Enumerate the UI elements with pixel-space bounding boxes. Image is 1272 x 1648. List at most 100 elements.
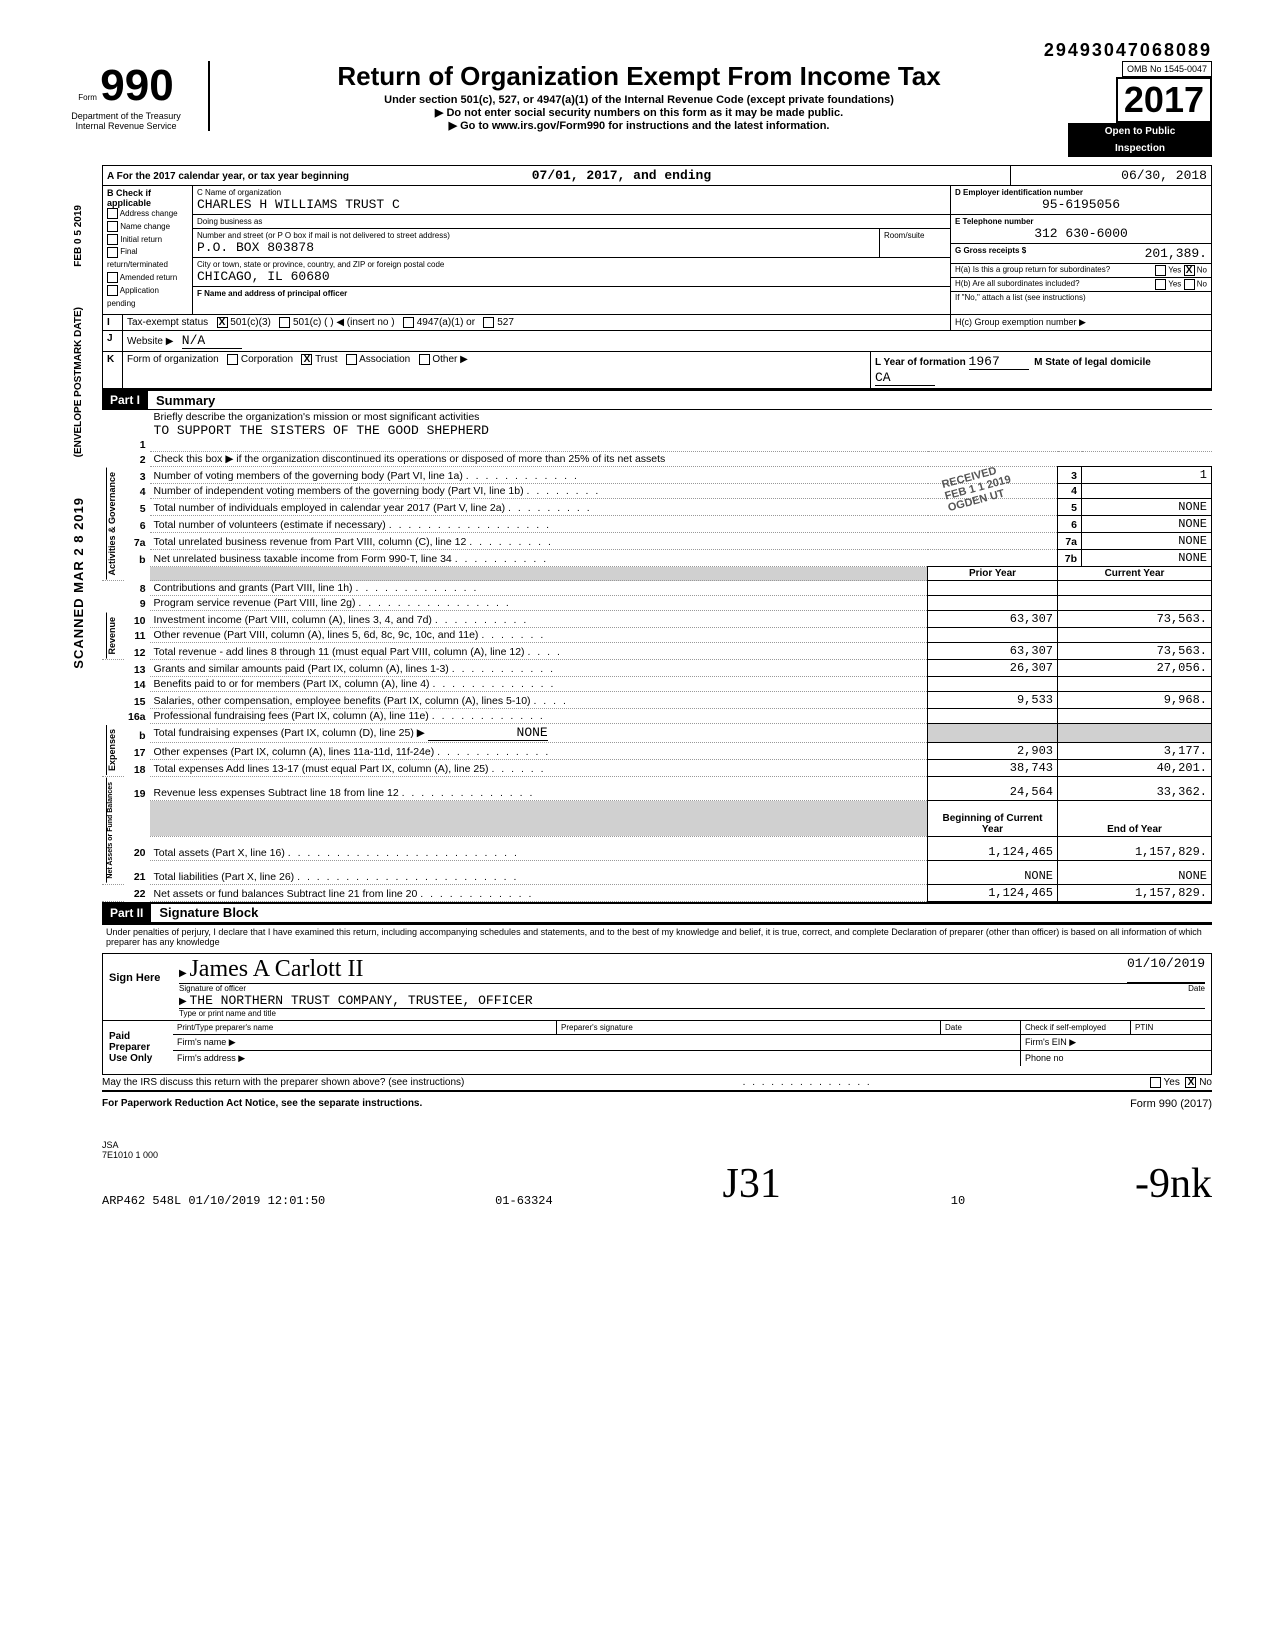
h-a-no[interactable]: X <box>1184 265 1195 276</box>
l-label: L Year of formation <box>875 357 966 368</box>
check-amended[interactable] <box>107 272 118 283</box>
c17: 3,177. <box>1058 743 1212 760</box>
form-subtitle-2: ▶ Do not enter social security numbers o… <box>230 106 1048 119</box>
a5: NONE <box>1082 499 1212 516</box>
label-527: 527 <box>497 317 514 328</box>
c15: 9,968. <box>1058 692 1212 709</box>
document-id: 29493047068089 <box>1044 40 1212 60</box>
q9-label: Program service revenue (Part VIII, line… <box>154 597 356 609</box>
a4 <box>1082 484 1212 499</box>
city: CHICAGO, IL 60680 <box>197 269 946 284</box>
check-527[interactable] <box>483 317 494 328</box>
summary-table: Activities & Governance 1 Briefly descri… <box>102 410 1212 902</box>
check-initial[interactable] <box>107 234 118 245</box>
label-501c: 501(c) ( <box>293 317 327 328</box>
a3: 1 <box>1082 467 1212 484</box>
check-assoc[interactable] <box>346 354 357 365</box>
check-other[interactable] <box>419 354 430 365</box>
q17-label: Other expenses (Part IX, column (A), lin… <box>154 746 435 758</box>
phone-no-label: Phone no <box>1021 1051 1211 1066</box>
check-address[interactable] <box>107 208 118 219</box>
k-label: Form of organization <box>127 354 219 365</box>
p15: 9,533 <box>928 692 1058 709</box>
c18: 40,201. <box>1058 760 1212 777</box>
no-label-2: No <box>1197 280 1207 289</box>
check-trust[interactable]: X <box>301 354 312 365</box>
q4-label: Number of independent voting members of … <box>154 485 524 497</box>
city-label: City or town, state or province, country… <box>197 260 946 269</box>
p21: NONE <box>928 860 1058 884</box>
q16b-label: Total fundraising expenses (Part IX, col… <box>154 727 425 739</box>
inspection-label: Inspection <box>1068 140 1212 157</box>
label-assoc: Association <box>359 354 410 365</box>
check-corp[interactable] <box>227 354 238 365</box>
h-c-label: H(c) Group exemption number ▶ <box>951 315 1211 330</box>
c19: 33,362. <box>1058 777 1212 801</box>
check-501c[interactable] <box>279 317 290 328</box>
q16a-label: Professional fundraising fees (Part IX, … <box>154 710 429 722</box>
q2-label: Check this box ▶ if the organization dis… <box>154 453 666 465</box>
officer-signature: James A Carlott II <box>189 956 363 982</box>
p19: 24,564 <box>928 777 1058 801</box>
q5-label: Total number of individuals employed in … <box>154 502 506 514</box>
c20: 1,157,829. <box>1058 836 1212 860</box>
part-2-title: Signature Block <box>151 905 258 920</box>
discuss-no[interactable]: X <box>1185 1077 1196 1088</box>
tax-year: 2017 <box>1116 77 1212 123</box>
jsa-label: JSA <box>102 1140 1212 1150</box>
q7b-label: Net unrelated business taxable income fr… <box>154 553 452 565</box>
no-label: No <box>1197 266 1207 275</box>
part-2-label: Part II <box>102 904 151 922</box>
c13: 27,056. <box>1058 660 1212 677</box>
gross-receipts: 201,389. <box>1145 246 1207 261</box>
form-footer: Form 990 (2017) <box>1130 1098 1212 1110</box>
line-a-label: A For the 2017 calendar year, or tax yea… <box>107 171 349 182</box>
form-header: Form 990 Department of the Treasury Inte… <box>60 61 1212 157</box>
form-title: Return of Organization Exempt From Incom… <box>230 61 1048 92</box>
p12: 63,307 <box>928 643 1058 660</box>
preparer-name-label: Print/Type preparer's name <box>173 1021 557 1034</box>
h-b-yes[interactable] <box>1155 279 1166 290</box>
firm-addr-label: Firm's address ▶ <box>173 1051 1021 1066</box>
check-501c3[interactable]: X <box>217 317 228 328</box>
discuss-yes[interactable] <box>1150 1077 1161 1088</box>
check-4947[interactable] <box>403 317 414 328</box>
q20-label: Total assets (Part X, line 16) <box>154 847 285 859</box>
prior-header: Prior Year <box>928 567 1058 581</box>
label-501c3: 501(c)(3) <box>230 317 271 328</box>
c21: NONE <box>1058 860 1212 884</box>
omb-number: OMB No 1545-0047 <box>1122 61 1212 77</box>
dba-label: Doing business as <box>197 217 946 226</box>
h-a-label: H(a) Is this a group return for subordin… <box>955 265 1110 276</box>
irs-label: Internal Revenue Service <box>75 121 176 131</box>
paperwork-notice: For Paperwork Reduction Act Notice, see … <box>102 1098 422 1110</box>
part-2-header: Part II Signature Block <box>102 902 1212 923</box>
check-amended-label: Amended return <box>120 273 177 282</box>
sig-label: Signature of officer <box>179 984 246 993</box>
check-final[interactable] <box>107 247 118 258</box>
page-footer: For Paperwork Reduction Act Notice, see … <box>102 1098 1212 1110</box>
q6-label: Total number of volunteers (estimate if … <box>154 519 386 531</box>
open-public-label: Open to Public <box>1068 123 1212 140</box>
h-a-yes[interactable] <box>1155 265 1166 276</box>
form-number: 990 <box>100 61 173 110</box>
h-b-label: H(b) Are all subordinates included? <box>955 279 1080 290</box>
label-insert: ) ◀ (insert no ) <box>330 317 394 328</box>
p20: 1,124,465 <box>928 836 1058 860</box>
h-b-no[interactable] <box>1184 279 1195 290</box>
p17: 2,903 <box>928 743 1058 760</box>
part-1-label: Part I <box>102 391 148 409</box>
h-note: If "No," attach a list (see instructions… <box>951 292 1211 303</box>
check-pending[interactable] <box>107 285 118 296</box>
form-subtitle-3: ▶ Go to www.irs.gov/Form990 for instruct… <box>230 119 1048 132</box>
firm-name-label: Firm's name ▶ <box>173 1035 1021 1050</box>
a6: NONE <box>1082 516 1212 533</box>
check-name[interactable] <box>107 221 118 232</box>
website: N/A <box>182 333 242 349</box>
addr-label: Number and street (or P O box if mail is… <box>197 231 875 240</box>
org-name: CHARLES H WILLIAMS TRUST C <box>197 197 946 212</box>
a16b: NONE <box>428 725 548 741</box>
part-1-header: Part I Summary <box>102 389 1212 410</box>
begin-date: 07/01, 2017, and ending <box>532 168 711 183</box>
part-1-title: Summary <box>148 393 215 408</box>
